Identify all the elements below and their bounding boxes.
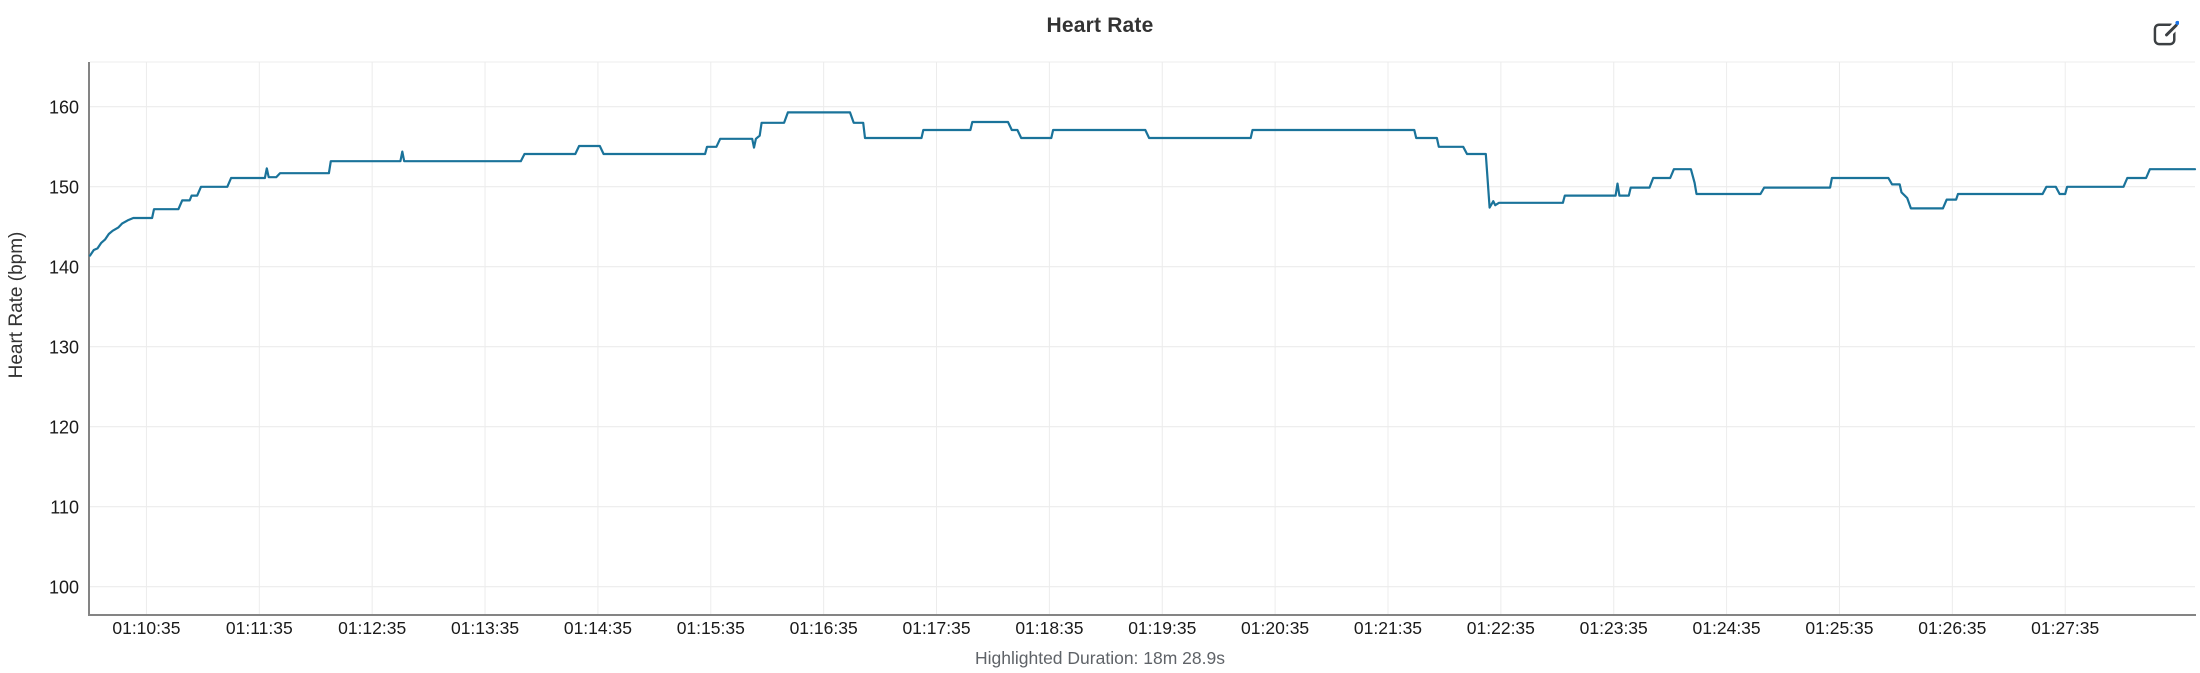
x-tick-label: 01:14:35 xyxy=(564,618,632,638)
y-tick-label: 140 xyxy=(49,257,79,277)
x-tick-label: 01:21:35 xyxy=(1354,618,1422,638)
x-tick-label: 01:20:35 xyxy=(1241,618,1309,638)
plot-area[interactable] xyxy=(90,62,2195,614)
y-tick-label: 150 xyxy=(49,177,79,197)
x-tick-label: 01:22:35 xyxy=(1467,618,1535,638)
y-tick-label: 100 xyxy=(49,577,79,597)
x-tick-label: 01:26:35 xyxy=(1918,618,1986,638)
x-tick-label: 01:12:35 xyxy=(338,618,406,638)
x-tick-label: 01:23:35 xyxy=(1580,618,1648,638)
x-tick-label: 01:17:35 xyxy=(902,618,970,638)
x-tick-label: 01:11:35 xyxy=(226,618,293,638)
x-tick-label: 01:18:35 xyxy=(1015,618,1083,638)
x-tick-label: 01:19:35 xyxy=(1128,618,1196,638)
x-tick-label: 01:16:35 xyxy=(790,618,858,638)
edit-icon xyxy=(2153,20,2181,46)
x-tick-label: 01:27:35 xyxy=(2031,618,2099,638)
x-tick-label: 01:10:35 xyxy=(112,618,180,638)
y-tick-label: 110 xyxy=(50,497,79,517)
x-tick-label: 01:25:35 xyxy=(1805,618,1873,638)
x-tick-label: 01:15:35 xyxy=(677,618,745,638)
y-tick-label: 160 xyxy=(49,97,79,117)
x-tick-label: 01:13:35 xyxy=(451,618,519,638)
x-tick-label: 01:24:35 xyxy=(1693,618,1761,638)
heart-rate-series-line xyxy=(88,111,2197,257)
highlighted-duration-label: Highlighted Duration: 18m 28.9s xyxy=(974,648,1225,668)
chart-title: Heart Rate xyxy=(1046,14,1154,37)
y-axis-title: Heart Rate (bpm) xyxy=(6,231,27,379)
y-tick-label: 120 xyxy=(49,417,79,437)
y-tick-label: 130 xyxy=(49,337,79,357)
edit-button[interactable] xyxy=(2150,20,2181,50)
